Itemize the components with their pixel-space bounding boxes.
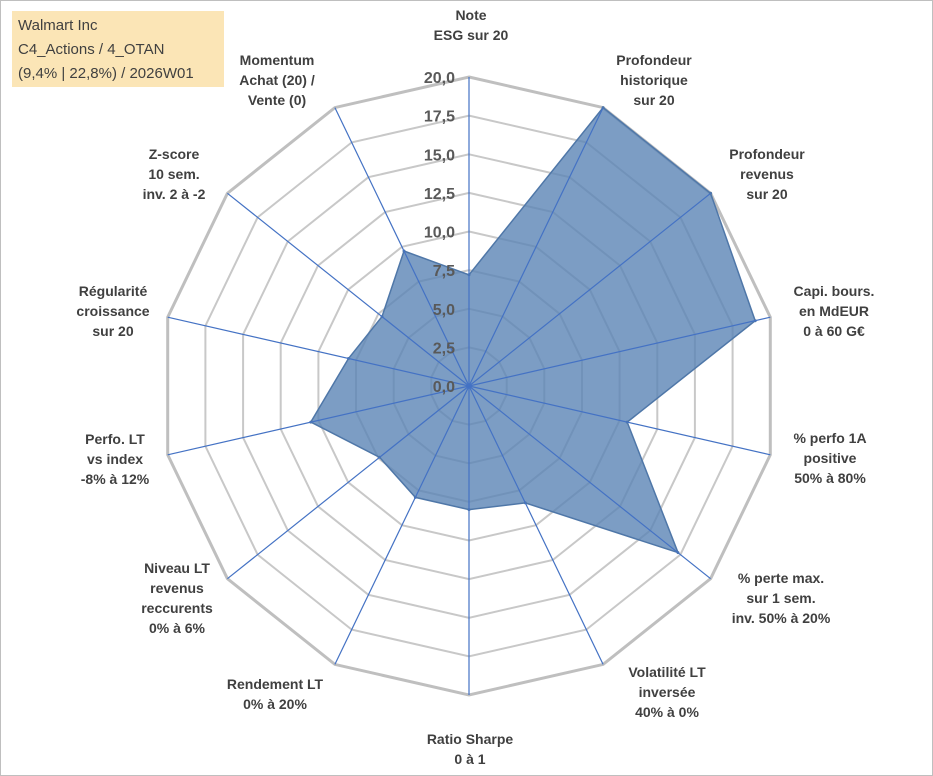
category-label-0-line-1: ESG sur 20 <box>434 27 509 43</box>
category-label-3-line-0: Capi. bours. <box>794 283 875 299</box>
category-label-9-line-1: revenus <box>150 580 204 596</box>
category-label-12-line-2: inv. 2 à -2 <box>143 186 206 202</box>
info-portfolio: C4_Actions / 4_OTAN <box>18 41 165 58</box>
spoke-6 <box>468 385 604 665</box>
category-label-9-line-0: Niveau LT <box>144 560 210 576</box>
category-label-6: Volatilité LT inversée 40% à 0% <box>628 664 706 720</box>
category-label-9-line-3: 0% à 6% <box>149 620 206 636</box>
spoke-1 <box>468 107 604 387</box>
spoke-10 <box>167 385 470 456</box>
tick-label-7: 17,5 <box>424 109 455 126</box>
category-label-2-line-2: sur 20 <box>746 186 787 202</box>
category-label-0-line-0: Note <box>455 7 486 23</box>
category-label-11-line-0: Régularité <box>79 283 148 299</box>
category-label-1-line-1: historique <box>620 72 688 88</box>
spoke-9 <box>227 385 470 580</box>
spoke-13 <box>334 107 470 387</box>
spoke-12 <box>227 192 470 387</box>
category-label-10: Perfo. LT vs index -8% à 12% <box>81 431 150 487</box>
category-label-9: Niveau LT revenus reccurents 0% à 6% <box>141 560 213 636</box>
category-label-11: Régularité croissance sur 20 <box>76 283 149 339</box>
category-label-10-line-1: vs index <box>87 451 143 467</box>
category-label-10-line-2: -8% à 12% <box>81 471 150 487</box>
spoke-11 <box>167 316 470 387</box>
category-label-4-line-2: 50% à 80% <box>794 470 866 486</box>
category-label-7-line-1: 0 à 1 <box>454 751 485 767</box>
tick-label-8: 20,0 <box>424 70 455 87</box>
info-company-name: Walmart Inc <box>18 17 98 34</box>
category-label-3-line-1: en MdEUR <box>799 303 869 319</box>
category-label-1-line-0: Profondeur <box>616 52 692 68</box>
category-label-3-line-2: 0 à 60 G€ <box>803 323 865 339</box>
category-label-10-line-0: Perfo. LT <box>85 431 145 447</box>
tick-label-4: 10,0 <box>424 225 455 242</box>
category-label-4-line-0: % perfo 1A <box>793 430 866 446</box>
info-box: Walmart Inc C4_Actions / 4_OTAN (9,4% | … <box>12 11 224 87</box>
category-label-9-line-2: reccurents <box>141 600 213 616</box>
category-label-12-line-1: 10 sem. <box>148 166 199 182</box>
category-label-2-line-1: revenus <box>740 166 794 182</box>
spoke-4 <box>468 385 771 456</box>
category-label-6-line-1: inversée <box>639 684 696 700</box>
tick-label-5: 12,5 <box>424 186 455 203</box>
radar-series <box>309 106 757 555</box>
category-label-7-line-0: Ratio Sharpe <box>427 731 514 747</box>
category-label-6-line-0: Volatilité LT <box>628 664 706 680</box>
category-label-8-line-0: Rendement LT <box>227 676 324 692</box>
tick-label-2: 5,0 <box>433 302 455 319</box>
category-label-2-line-0: Profondeur <box>729 146 805 162</box>
category-label-8: Rendement LT 0% à 20% <box>227 676 324 712</box>
category-label-7: Ratio Sharpe 0 à 1 <box>427 731 514 767</box>
category-label-12-line-0: Z-score <box>149 146 200 162</box>
category-label-0: Note ESG sur 20 <box>434 7 509 43</box>
category-label-4: % perfo 1A positive 50% à 80% <box>793 430 866 486</box>
category-label-2: Profondeur revenus sur 20 <box>729 146 805 202</box>
tick-label-1: 2,5 <box>433 340 455 357</box>
spoke-8 <box>334 385 470 665</box>
category-label-5-line-2: inv. 50% à 20% <box>732 610 831 626</box>
info-stats-week: (9,4% | 22,8%) / 2026W01 <box>18 65 194 82</box>
category-label-11-line-1: croissance <box>76 303 149 319</box>
spoke-5 <box>468 385 711 580</box>
category-label-8-line-1: 0% à 20% <box>243 696 307 712</box>
category-label-4-line-1: positive <box>804 450 857 466</box>
category-label-13-line-2: Vente (0) <box>248 92 306 108</box>
radial-tick-labels: 0,0 2,5 5,0 7,5 10,0 12,5 15,0 17,5 20,0 <box>424 70 455 396</box>
category-label-1: Profondeur historique sur 20 <box>616 52 692 108</box>
category-label-13-line-1: Achat (20) / <box>239 72 315 88</box>
category-label-5-line-1: sur 1 sem. <box>746 590 815 606</box>
spoke-3 <box>468 316 771 387</box>
category-labels: Note ESG sur 20 Profondeur historique sur 20… <box>76 7 874 767</box>
category-label-3: Capi. bours. en MdEUR 0 à 60 G€ <box>794 283 875 339</box>
category-label-12: Z-score 10 sem. inv. 2 à -2 <box>143 146 206 202</box>
category-label-5: % perte max. sur 1 sem. inv. 50% à 20% <box>732 570 831 626</box>
category-label-1-line-2: sur 20 <box>633 92 674 108</box>
spoke-2 <box>468 192 711 387</box>
tick-label-3: 7,5 <box>433 263 455 280</box>
tick-label-6: 15,0 <box>424 147 455 164</box>
category-label-13: Momentum Achat (20) / Vente (0) <box>239 52 315 108</box>
category-label-5-line-0: % perte max. <box>738 570 824 586</box>
tick-label-0: 0,0 <box>433 379 455 396</box>
category-label-6-line-2: 40% à 0% <box>635 704 699 720</box>
category-label-13-line-0: Momentum <box>240 52 315 68</box>
radar-spokes <box>167 77 771 695</box>
category-label-11-line-2: sur 20 <box>92 323 133 339</box>
